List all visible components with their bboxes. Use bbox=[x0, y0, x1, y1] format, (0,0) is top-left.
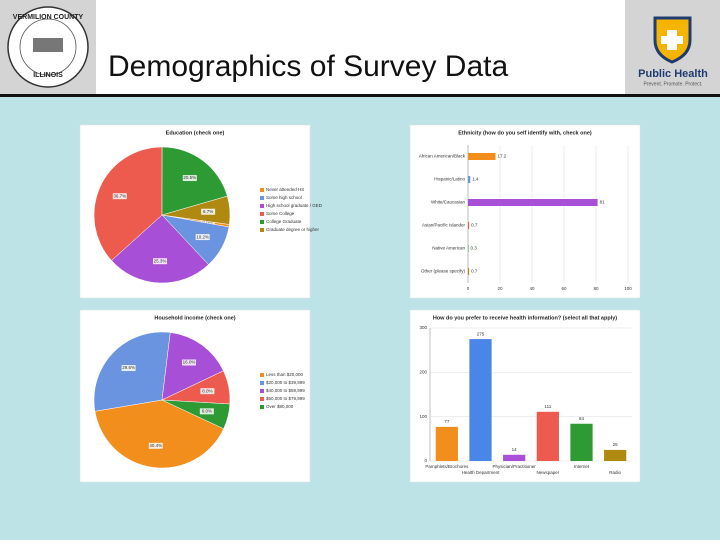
bar bbox=[468, 199, 598, 206]
y-tick-label: 200 bbox=[419, 370, 427, 375]
seal-building bbox=[33, 38, 63, 52]
x-tick-label: 80 bbox=[593, 286, 599, 291]
logo-text: ILLINOIS bbox=[33, 72, 63, 79]
y-tick-label: Asian/Pacific Islander bbox=[422, 223, 466, 228]
bar bbox=[468, 176, 470, 183]
chart-title: Ethnicity (how do you self identify with… bbox=[458, 130, 592, 136]
y-tick-label: White/Caucasian bbox=[431, 200, 466, 205]
bar bbox=[537, 412, 559, 461]
data-label: 40.4% bbox=[149, 443, 162, 448]
data-label: 0.3 bbox=[470, 246, 477, 251]
logo-text: VERMILION COUNTY bbox=[13, 14, 84, 21]
slide-title: Demographics of Survey Data bbox=[108, 50, 508, 83]
x-tick-label: Internet bbox=[574, 464, 590, 469]
bar bbox=[468, 222, 469, 229]
legend-swatch bbox=[260, 389, 264, 393]
legend-swatch bbox=[260, 397, 264, 401]
legend-swatch bbox=[260, 220, 264, 224]
y-tick-label: Native American bbox=[432, 246, 465, 251]
header-rule bbox=[0, 94, 720, 97]
legend-swatch bbox=[260, 204, 264, 208]
x-tick-label: Newspaper bbox=[536, 470, 559, 475]
data-label: 84 bbox=[579, 416, 585, 421]
legend-swatch bbox=[260, 373, 264, 377]
bar bbox=[469, 339, 491, 461]
x-tick-label: 40 bbox=[529, 286, 535, 291]
data-label: 10.2% bbox=[196, 234, 209, 239]
data-label: 6.0% bbox=[202, 409, 212, 414]
data-label: 0.7 bbox=[471, 223, 478, 228]
legend-label: Some high school bbox=[266, 195, 302, 200]
x-tick-label: 20 bbox=[497, 286, 503, 291]
data-label: 111 bbox=[544, 404, 551, 409]
data-label: 1.4 bbox=[472, 177, 479, 182]
y-tick-label: 300 bbox=[419, 325, 427, 330]
legend-label: Less than $20,000 bbox=[266, 372, 304, 377]
data-label: 36.7% bbox=[113, 193, 126, 198]
x-tick-label: 100 bbox=[624, 286, 632, 291]
legend-swatch bbox=[260, 228, 264, 232]
data-label: 6.7% bbox=[203, 209, 213, 214]
legend-label: College Graduate bbox=[266, 219, 302, 224]
legend-label: Some College bbox=[266, 211, 295, 216]
data-label: 16.0% bbox=[183, 360, 196, 365]
bar bbox=[503, 455, 525, 461]
legend-label: $40,000 to $59,999 bbox=[266, 388, 305, 393]
bar bbox=[570, 424, 592, 461]
chart-title: Education (check one) bbox=[166, 130, 225, 136]
bar bbox=[468, 153, 496, 160]
legend-label: Never attended HS bbox=[266, 187, 304, 192]
data-label: 81 bbox=[600, 200, 606, 205]
data-label: 17.2 bbox=[498, 154, 507, 159]
data-label: 29.6% bbox=[122, 365, 135, 370]
y-tick-label: 100 bbox=[419, 414, 427, 419]
data-label: 20.5% bbox=[183, 175, 196, 180]
legend-swatch bbox=[260, 405, 264, 409]
data-label: 0.7 bbox=[471, 269, 478, 274]
logo-tagline: Prevent. Promote. Protect. bbox=[644, 81, 703, 87]
data-label: 14 bbox=[512, 447, 518, 452]
x-tick-label: Physician/Practitioner bbox=[493, 464, 537, 469]
data-label: 275 bbox=[477, 331, 485, 336]
legend-swatch bbox=[260, 381, 264, 385]
y-tick-label: African American/Black bbox=[419, 154, 466, 159]
legend-swatch bbox=[260, 188, 264, 192]
chart-title: Household income (check one) bbox=[154, 315, 235, 321]
data-label: 8.0% bbox=[202, 388, 212, 393]
x-tick-label: Pamphlets/Brochures bbox=[425, 464, 469, 469]
data-label: 25 bbox=[613, 442, 619, 447]
x-tick-label: Radio bbox=[609, 470, 621, 475]
y-tick-label: Other (please specify) bbox=[421, 269, 466, 274]
legend-label: $20,000 to $39,999 bbox=[266, 380, 305, 385]
legend-label: High school graduate / GED bbox=[266, 203, 323, 208]
logo-text: Public Health bbox=[638, 68, 708, 80]
chart-title: How do you prefer to receive health info… bbox=[433, 315, 617, 321]
x-tick-label: Health Department bbox=[462, 470, 501, 475]
bar bbox=[436, 427, 458, 461]
y-tick-label: Hispanic/Latino bbox=[434, 177, 465, 182]
legend-label: $60,000 to $79,999 bbox=[266, 396, 305, 401]
legend-swatch bbox=[260, 196, 264, 200]
bar bbox=[604, 450, 626, 461]
legend-label: Graduate degree or higher bbox=[266, 227, 320, 232]
data-label: 77 bbox=[444, 419, 450, 424]
data-label: 25.3% bbox=[154, 258, 167, 263]
legend-label: Over $80,000 bbox=[266, 404, 294, 409]
bar bbox=[468, 268, 469, 275]
legend-swatch bbox=[260, 212, 264, 216]
x-tick-label: 60 bbox=[561, 286, 567, 291]
